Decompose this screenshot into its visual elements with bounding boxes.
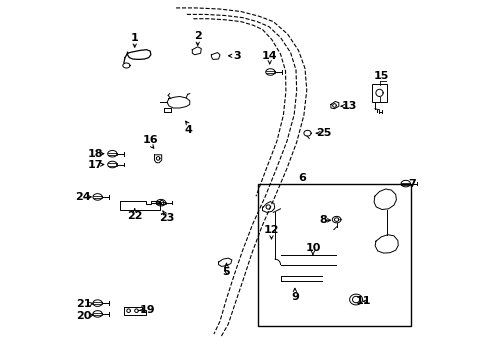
Text: 2: 2 <box>193 31 201 41</box>
Text: 10: 10 <box>305 243 320 253</box>
Text: 24: 24 <box>75 192 90 202</box>
Text: 7: 7 <box>407 179 415 189</box>
Text: 18: 18 <box>87 149 102 159</box>
Text: 15: 15 <box>373 71 388 81</box>
Text: 3: 3 <box>233 51 241 61</box>
Text: 6: 6 <box>298 173 305 183</box>
Text: 21: 21 <box>77 299 92 309</box>
Bar <box>371 84 386 102</box>
Text: 11: 11 <box>355 296 370 306</box>
Text: 16: 16 <box>143 135 159 145</box>
Text: 14: 14 <box>262 51 277 61</box>
Text: 25: 25 <box>315 128 331 138</box>
Text: 23: 23 <box>159 213 174 223</box>
Bar <box>258 184 410 326</box>
Text: 19: 19 <box>139 305 155 315</box>
Text: 1: 1 <box>131 33 138 43</box>
Text: 5: 5 <box>222 267 230 277</box>
Text: 22: 22 <box>127 211 142 221</box>
Text: 4: 4 <box>184 125 192 135</box>
Text: 12: 12 <box>263 225 279 235</box>
Text: 13: 13 <box>341 101 356 111</box>
Text: 9: 9 <box>290 292 298 302</box>
Text: 20: 20 <box>77 311 92 321</box>
Text: 8: 8 <box>319 215 327 225</box>
Text: 17: 17 <box>87 159 102 170</box>
